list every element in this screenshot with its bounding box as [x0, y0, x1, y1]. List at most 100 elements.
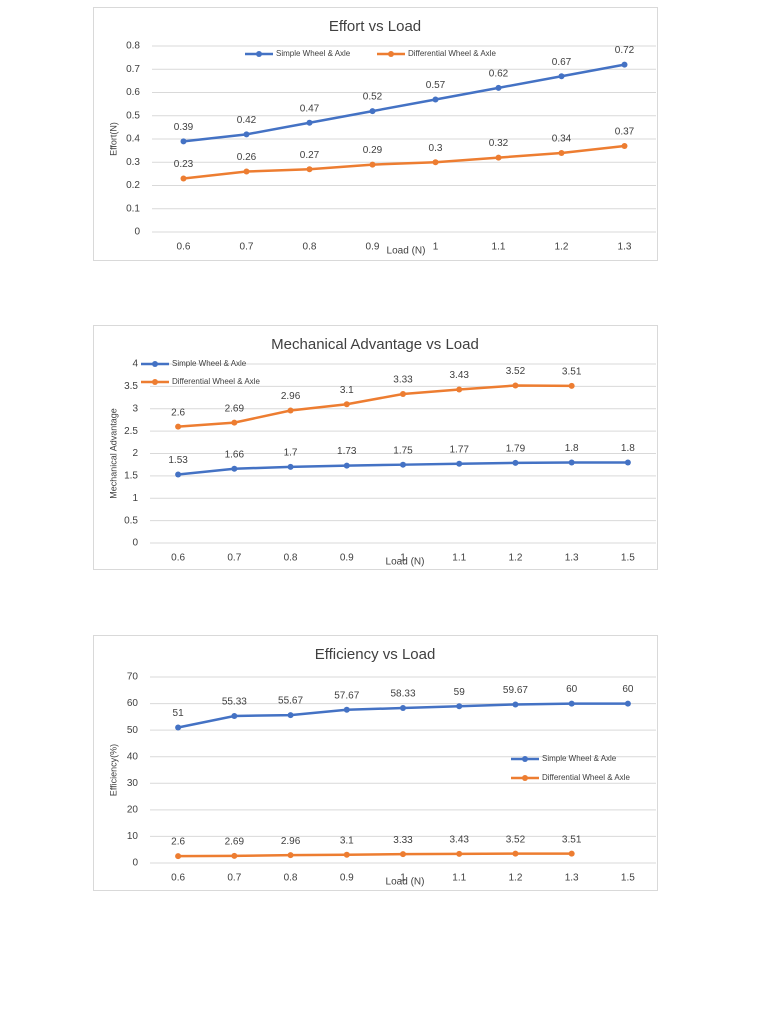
- data-label: 57.67: [334, 690, 359, 701]
- data-label: 58.33: [390, 689, 415, 700]
- data-point: [369, 161, 376, 168]
- data-point: [400, 851, 406, 858]
- x-tick-label: 1.2: [555, 242, 569, 253]
- data-point: [343, 851, 350, 858]
- data-point: [512, 459, 519, 466]
- data-label: 0.39: [174, 122, 194, 133]
- data-point: [624, 700, 631, 707]
- legend-label: Simple Wheel & Axle: [542, 754, 617, 763]
- y-tick-label: 2.5: [124, 426, 138, 437]
- chart-frame: [93, 325, 658, 570]
- data-point: [243, 131, 250, 138]
- y-tick-label: 0.5: [126, 110, 140, 121]
- y-tick-label: 0: [134, 227, 140, 238]
- data-label: 2.69: [225, 836, 245, 847]
- chart-title: Mechanical Advantage vs Load: [271, 336, 479, 353]
- data-point: [343, 462, 350, 469]
- y-tick-label: 2: [132, 448, 138, 459]
- data-label: 2.6: [171, 837, 185, 848]
- data-point: [432, 159, 439, 166]
- data-label: 2.96: [281, 391, 301, 402]
- data-label: 0.67: [552, 57, 572, 68]
- y-tick-label: 0.6: [126, 87, 140, 98]
- series-line: [178, 384, 572, 428]
- data-point: [175, 853, 182, 860]
- chart-frame: [93, 7, 658, 261]
- data-point: [624, 459, 631, 466]
- data-point: [568, 700, 575, 707]
- x-axis-label: Load (N): [386, 557, 425, 568]
- data-point: [558, 73, 565, 80]
- x-tick-label: 1.1: [452, 873, 466, 884]
- data-point: [495, 154, 502, 161]
- x-tick-label: 0.9: [340, 553, 354, 564]
- y-axis-label: Effort(N): [108, 122, 118, 156]
- x-tick-label: 0.6: [171, 553, 185, 564]
- data-label: 59: [454, 687, 466, 698]
- x-tick-label: 1.5: [621, 553, 635, 564]
- data-point: [512, 701, 519, 708]
- x-tick-label: 0.7: [240, 242, 254, 253]
- chart-frame: [93, 635, 658, 891]
- data-point: [231, 465, 238, 472]
- y-tick-label: 0.4: [126, 134, 140, 145]
- series-line: [178, 852, 572, 858]
- data-point: [568, 382, 575, 389]
- data-point: [287, 852, 294, 859]
- data-label: 60: [622, 684, 634, 695]
- data-label: 3.1: [340, 835, 354, 846]
- data-point: [400, 461, 406, 468]
- data-point: [621, 142, 628, 149]
- x-tick-label: 1: [400, 873, 406, 884]
- data-label: 2.69: [225, 403, 245, 414]
- data-label: 0.34: [552, 134, 572, 145]
- data-label: 0.52: [363, 92, 383, 103]
- x-tick-label: 0.9: [366, 242, 380, 253]
- data-point: [287, 407, 294, 414]
- data-label: 1.79: [506, 444, 526, 455]
- data-point: [621, 61, 628, 68]
- y-axis-label: Efficiency(%): [108, 744, 118, 796]
- data-point: [568, 459, 575, 466]
- data-label: 1.73: [337, 446, 357, 457]
- data-label: 0.3: [429, 143, 443, 154]
- x-axis-label: Load (N): [386, 877, 425, 888]
- x-tick-label: 1: [433, 242, 439, 253]
- x-tick-label: 1.2: [508, 553, 522, 564]
- series-line: [183, 63, 625, 143]
- data-label: 1.75: [393, 445, 413, 456]
- data-label: 3.43: [449, 370, 469, 381]
- chart: Mechanical Advantage vs Load 0 0.5 1 1.5 2 2.5…: [93, 325, 658, 570]
- data-label: 51: [173, 708, 185, 719]
- data-point: [558, 149, 565, 156]
- x-tick-label: 0.6: [171, 873, 185, 884]
- x-tick-label: 1.3: [565, 873, 579, 884]
- y-tick-label: 30: [127, 778, 139, 789]
- data-point: [231, 712, 238, 719]
- x-tick-label: 0.8: [284, 553, 298, 564]
- data-point: [568, 850, 575, 857]
- x-tick-label: 0.9: [340, 873, 354, 884]
- data-label: 3.52: [506, 366, 526, 377]
- data-label: 3.51: [562, 367, 582, 378]
- data-point: [512, 850, 519, 857]
- data-point: [432, 96, 439, 103]
- legend-label: Simple Wheel & Axle: [172, 359, 247, 368]
- x-axis-label: Load (N): [387, 246, 426, 257]
- y-tick-label: 20: [127, 804, 139, 815]
- data-label: 60: [566, 684, 578, 695]
- x-tick-label: 1.3: [618, 242, 632, 253]
- y-tick-label: 0.3: [126, 157, 140, 168]
- x-tick-label: 1.5: [621, 873, 635, 884]
- y-tick-label: 0.2: [126, 180, 140, 191]
- data-point: [369, 108, 376, 115]
- data-point: [175, 471, 182, 478]
- data-label: 0.32: [489, 138, 509, 149]
- data-point: [495, 84, 502, 91]
- x-tick-label: 0.6: [177, 242, 191, 253]
- data-label: 0.27: [300, 150, 320, 161]
- data-point: [456, 386, 463, 393]
- chart-title: Effort vs Load: [329, 18, 421, 35]
- data-point: [456, 703, 463, 710]
